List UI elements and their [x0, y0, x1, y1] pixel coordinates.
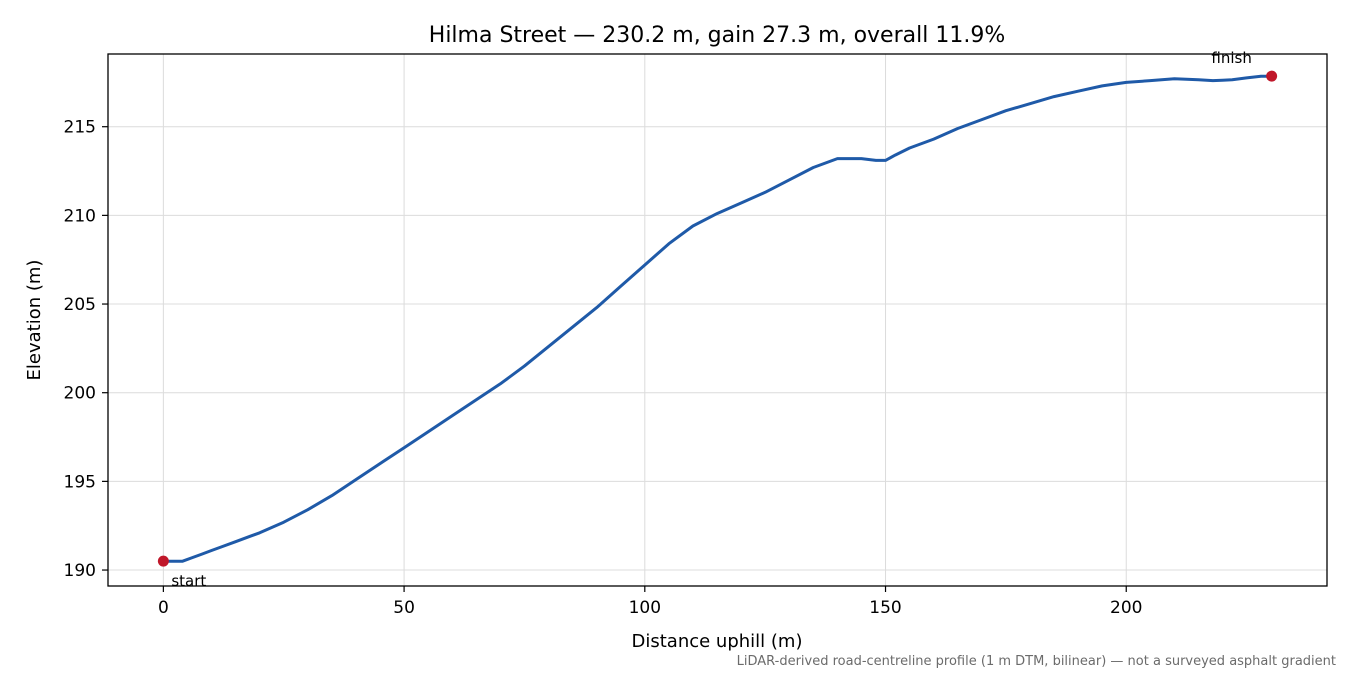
elevation-line [161, 74, 1274, 563]
plot-frame [107, 53, 1328, 587]
y-tick-label: 205 [64, 295, 96, 315]
finish-label: finish [1211, 49, 1251, 67]
y-tick-label: 190 [64, 561, 96, 581]
x-tick-label: 100 [629, 598, 661, 618]
chart-footnote: LiDAR-derived road-centreline profile (1… [737, 654, 1336, 669]
chart-title: Hilma Street — 230.2 m, gain 27.3 m, ove… [429, 23, 1005, 48]
y-tick-label: 195 [64, 472, 96, 492]
axis-ticks: 0 50 100 150 200 190 195 200 205 210 215 [64, 118, 1143, 618]
annotations: start finish [157, 49, 1278, 590]
y-axis-label: Elevation (m) [24, 260, 45, 381]
start-marker [157, 555, 169, 567]
y-tick-label: 200 [64, 384, 96, 404]
y-tick-label: 210 [64, 206, 96, 226]
series-layer [161, 74, 1274, 563]
start-label: start [171, 572, 206, 590]
x-tick-label: 150 [869, 598, 901, 618]
finish-marker [1266, 70, 1278, 82]
grid [108, 54, 1327, 586]
x-tick-label: 50 [393, 598, 415, 618]
x-axis-label: Distance uphill (m) [632, 631, 803, 652]
x-tick-label: 200 [1110, 598, 1142, 618]
y-tick-label: 215 [64, 118, 96, 138]
x-tick-label: 0 [158, 598, 169, 618]
